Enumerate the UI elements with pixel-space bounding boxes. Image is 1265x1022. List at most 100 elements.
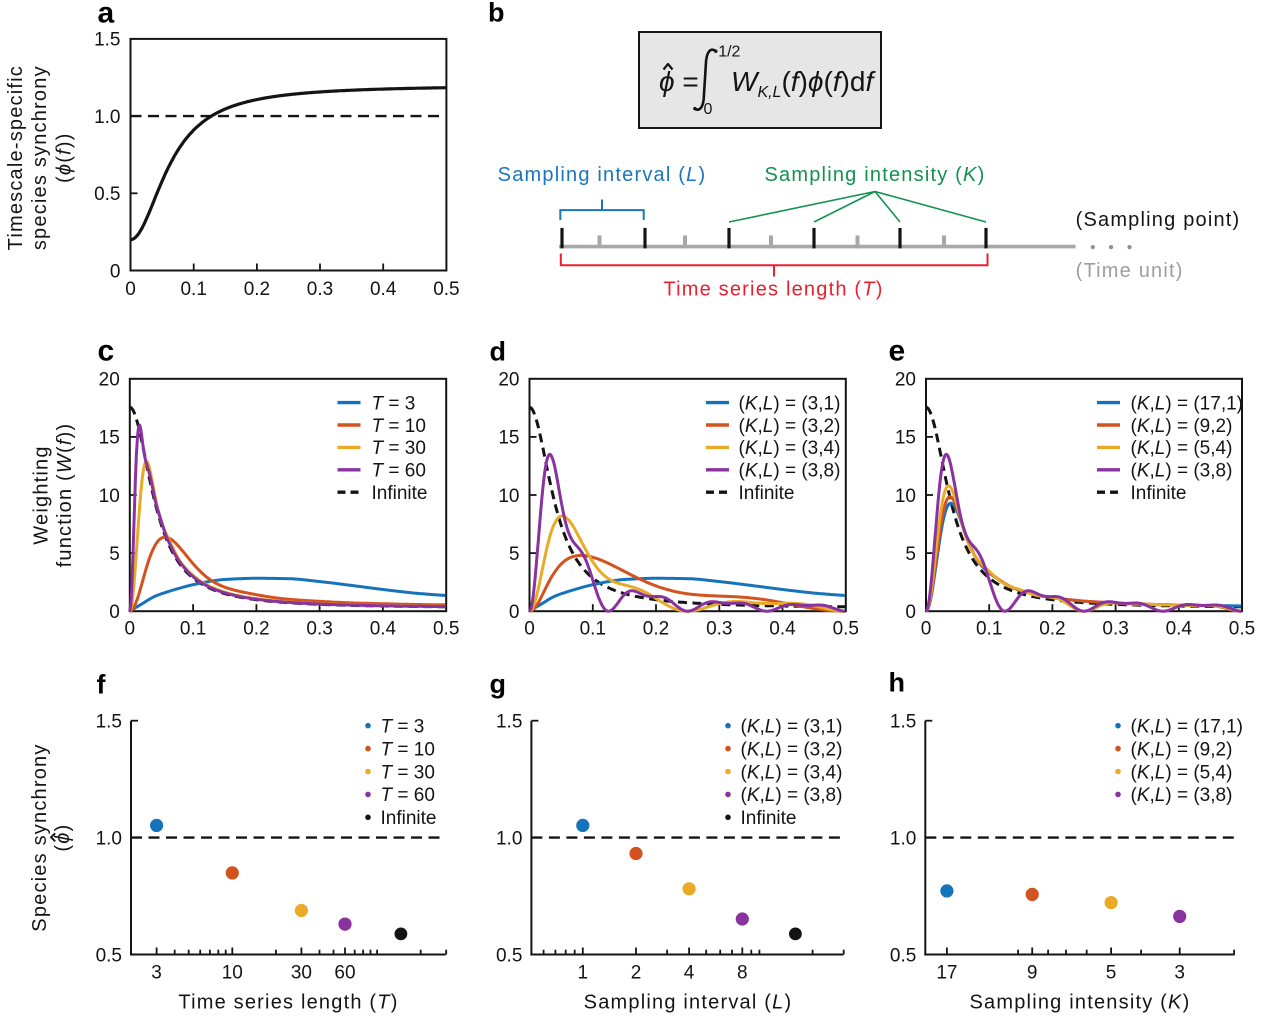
svg-text:function (W(f)): function (W(f)) xyxy=(54,423,76,568)
svg-text:1.0: 1.0 xyxy=(890,828,916,849)
svg-text:(K,L) = (5,4): (K,L) = (5,4) xyxy=(1131,438,1233,459)
svg-text:(K,L) = (3,8): (K,L) = (3,8) xyxy=(739,461,841,482)
svg-text:3: 3 xyxy=(1174,962,1185,983)
svg-text:(K,L) = (3,4): (K,L) = (3,4) xyxy=(741,762,843,783)
svg-text:(K,L) = (3,1): (K,L) = (3,1) xyxy=(741,717,843,738)
svg-text:0: 0 xyxy=(125,619,136,640)
svg-text:10: 10 xyxy=(895,486,916,507)
svg-text:T = 60: T = 60 xyxy=(381,785,435,806)
svg-text:(Time unit): (Time unit) xyxy=(1076,260,1184,282)
svg-text:(K,L) = (3,8): (K,L) = (3,8) xyxy=(1131,461,1233,482)
svg-text:0.5: 0.5 xyxy=(1229,619,1255,640)
svg-text:0: 0 xyxy=(125,279,136,300)
svg-text:1.5: 1.5 xyxy=(96,712,122,733)
svg-text:5: 5 xyxy=(509,544,520,565)
svg-text:(K,L) = (9,2): (K,L) = (9,2) xyxy=(1131,739,1233,760)
svg-text:Sampling interval (L): Sampling interval (L) xyxy=(498,164,707,186)
svg-text:5: 5 xyxy=(109,544,120,565)
svg-text:(ϕ(f)): (ϕ(f)) xyxy=(53,132,75,183)
svg-text:1.0: 1.0 xyxy=(496,828,522,849)
svg-text:0: 0 xyxy=(905,602,916,623)
svg-text:0.3: 0.3 xyxy=(306,619,332,640)
svg-text:Weighting: Weighting xyxy=(31,445,53,544)
svg-text:0.5: 0.5 xyxy=(433,279,459,300)
svg-text:T = 3: T = 3 xyxy=(381,717,425,738)
svg-text:0: 0 xyxy=(109,602,120,623)
svg-text:0: 0 xyxy=(509,602,520,623)
svg-text:T = 10: T = 10 xyxy=(381,739,435,760)
svg-text:0: 0 xyxy=(921,619,932,640)
svg-text:0.4: 0.4 xyxy=(370,619,397,640)
svg-text:0.5: 0.5 xyxy=(433,619,459,640)
svg-text:1/2: 1/2 xyxy=(718,44,740,61)
svg-text:Infinite: Infinite xyxy=(739,483,795,504)
svg-text:(Sampling point): (Sampling point) xyxy=(1076,209,1241,231)
svg-text:0: 0 xyxy=(110,261,121,282)
svg-text:Timescale-specific: Timescale-specific xyxy=(5,65,27,250)
svg-text:1: 1 xyxy=(578,962,589,983)
svg-text:Species synchrony: Species synchrony xyxy=(29,743,51,931)
svg-text:17: 17 xyxy=(936,962,957,983)
svg-text:(ϕ): (ϕ) xyxy=(52,824,74,852)
svg-text:(K,L) = (9,2): (K,L) = (9,2) xyxy=(1131,416,1233,437)
svg-text:0: 0 xyxy=(704,101,713,118)
svg-text:3: 3 xyxy=(151,962,162,983)
svg-text:Infinite: Infinite xyxy=(741,808,797,829)
svg-text:0.4: 0.4 xyxy=(370,279,397,300)
svg-text:1.5: 1.5 xyxy=(496,712,522,733)
svg-text:Sampling intensity (K): Sampling intensity (K) xyxy=(970,992,1191,1014)
svg-text:9: 9 xyxy=(1027,962,1038,983)
svg-text:0.2: 0.2 xyxy=(244,279,270,300)
svg-text:10: 10 xyxy=(222,962,243,983)
svg-text:1.0: 1.0 xyxy=(96,828,122,849)
svg-text:T = 3: T = 3 xyxy=(372,393,416,414)
svg-text:0.2: 0.2 xyxy=(643,619,669,640)
svg-text:10: 10 xyxy=(498,486,519,507)
svg-text:1.5: 1.5 xyxy=(94,30,120,51)
svg-text:2: 2 xyxy=(631,962,642,983)
svg-text:(K,L) = (3,8): (K,L) = (3,8) xyxy=(741,785,843,806)
svg-text:4: 4 xyxy=(684,962,695,983)
svg-text:Infinite: Infinite xyxy=(1131,483,1187,504)
svg-text:0.3: 0.3 xyxy=(307,279,333,300)
svg-text:5: 5 xyxy=(1106,962,1117,983)
svg-text:(K,L) = (3,2): (K,L) = (3,2) xyxy=(741,739,843,760)
svg-text:15: 15 xyxy=(498,428,519,449)
svg-text:(K,L) = (5,4): (K,L) = (5,4) xyxy=(1131,762,1233,783)
svg-text:1.0: 1.0 xyxy=(94,107,120,128)
svg-text:(K,L) = (3,1): (K,L) = (3,1) xyxy=(739,393,841,414)
svg-text:1.5: 1.5 xyxy=(890,712,916,733)
svg-text:(K,L) = (3,8): (K,L) = (3,8) xyxy=(1131,785,1233,806)
svg-text:20: 20 xyxy=(895,370,916,391)
svg-text:(K,L) = (3,2): (K,L) = (3,2) xyxy=(739,416,841,437)
svg-text:Time series length (T): Time series length (T) xyxy=(178,992,398,1014)
svg-text:15: 15 xyxy=(895,428,916,449)
svg-text:Infinite: Infinite xyxy=(381,808,437,829)
svg-text:0.2: 0.2 xyxy=(1039,619,1065,640)
svg-text:(K,L) = (3,4): (K,L) = (3,4) xyxy=(739,438,841,459)
svg-text:20: 20 xyxy=(99,370,120,391)
svg-text:Infinite: Infinite xyxy=(372,483,428,504)
svg-text:T = 30: T = 30 xyxy=(372,438,426,459)
svg-text:T = 60: T = 60 xyxy=(372,461,426,482)
svg-text:e: e xyxy=(889,334,906,367)
svg-text:15: 15 xyxy=(99,428,120,449)
svg-text:(K,L) = (17,1): (K,L) = (17,1) xyxy=(1131,393,1244,414)
svg-text:species synchrony: species synchrony xyxy=(29,65,51,250)
svg-text:0.3: 0.3 xyxy=(1102,619,1128,640)
svg-text:Sampling interval (L): Sampling interval (L) xyxy=(584,992,793,1014)
svg-text:d: d xyxy=(490,336,507,366)
svg-text:0.1: 0.1 xyxy=(180,619,206,640)
svg-text:8: 8 xyxy=(737,962,748,983)
svg-text:h: h xyxy=(889,668,906,698)
svg-text:g: g xyxy=(490,669,507,699)
svg-text:ϕ =: ϕ = xyxy=(659,66,699,97)
svg-text:10: 10 xyxy=(99,486,120,507)
svg-text:0.5: 0.5 xyxy=(96,945,122,966)
svg-text:0.5: 0.5 xyxy=(833,619,859,640)
svg-text:20: 20 xyxy=(498,370,519,391)
svg-text:0.1: 0.1 xyxy=(580,619,606,640)
svg-text:0.3: 0.3 xyxy=(706,619,732,640)
svg-text:0.5: 0.5 xyxy=(94,184,120,205)
svg-text:60: 60 xyxy=(334,962,355,983)
